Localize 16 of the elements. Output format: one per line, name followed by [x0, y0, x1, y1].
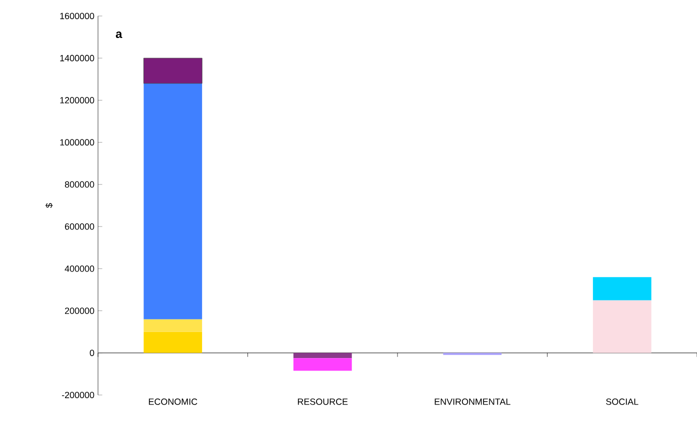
- y-tick-label: 1000000: [60, 139, 94, 146]
- y-tick-label: 800000: [64, 181, 94, 188]
- y-tick-label: 0: [90, 350, 94, 356]
- x-tick-label: SOCIAL: [606, 398, 638, 405]
- y-tick-label: -200000: [62, 392, 94, 398]
- x-tick-label: RESOURCE: [298, 398, 348, 405]
- x-tick-label: ENVIRONMENTAL: [434, 398, 510, 405]
- y-tick-label: 400000: [64, 265, 94, 272]
- y-axis-title: $: [45, 203, 53, 208]
- y-tick-label: 600000: [65, 223, 94, 230]
- annotation: a: [116, 32, 122, 38]
- y-tick-label: 1200000: [60, 97, 94, 104]
- x-tick-label: ECONOMIC: [148, 398, 198, 405]
- y-tick-label: 1400000: [60, 54, 94, 62]
- y-tick-label: 1600000: [60, 12, 94, 20]
- y-tick-label: 200000: [65, 308, 94, 314]
